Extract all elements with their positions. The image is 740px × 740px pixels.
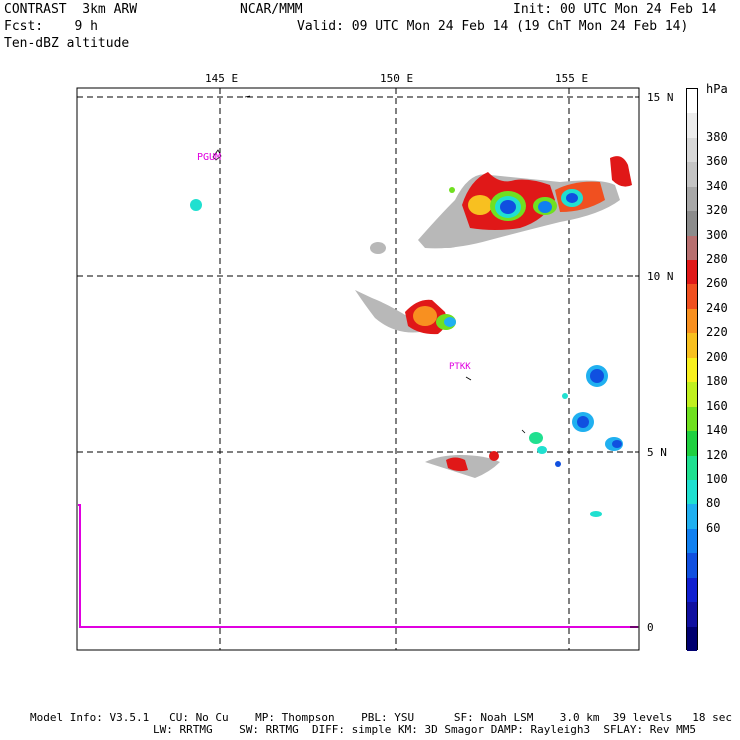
echo-convective: [190, 187, 623, 517]
colorbar-swatch: [687, 626, 697, 652]
colorbar-tick-label: 320: [706, 203, 728, 218]
colorbar-tick-label: 80: [706, 496, 721, 511]
colorbar: [686, 88, 698, 652]
frame-ticks: [219, 88, 639, 453]
lon-label-155: 155 E: [555, 72, 589, 85]
colorbar-swatch: [687, 89, 697, 114]
forecast-hour: Fcst: 9 h: [4, 19, 98, 34]
colorbar-swatch: [687, 235, 697, 261]
colorbar-swatch: [687, 455, 697, 481]
chuuk-coast: [465, 376, 472, 381]
lat-label-10: 10 N: [647, 270, 674, 283]
colorbar-swatch: [687, 186, 697, 212]
island-coast: [244, 95, 251, 98]
colorbar-tick-label: 380: [706, 129, 728, 144]
colorbar-tick-label: 280: [706, 252, 728, 267]
colorbar-swatch: [687, 162, 697, 188]
colorbar-swatch: [687, 528, 697, 554]
colorbar-swatch: [687, 577, 697, 603]
colorbar-swatch: [687, 113, 697, 139]
colorbar-tick-label: 200: [706, 349, 728, 364]
colorbar-swatch: [687, 553, 697, 579]
colorbar-tick-label: 140: [706, 423, 728, 438]
field-name: Ten-dBZ altitude: [4, 36, 130, 51]
center-name: NCAR/MMM: [240, 2, 303, 17]
colorbar-unit: hPa: [706, 82, 728, 96]
colorbar-tick-label: 220: [706, 325, 728, 340]
colorbar-swatch: [687, 479, 697, 505]
valid-time: Valid: 09 UTC Mon 24 Feb 14 (19 ChT Mon …: [297, 19, 689, 34]
lat-label-15: 15 N: [647, 91, 674, 104]
colorbar-swatch: [687, 382, 697, 408]
gridlines: [77, 88, 639, 650]
lat-label-5: 5 N: [647, 446, 667, 459]
colorbar-swatch: [687, 357, 697, 383]
model-title: CONTRAST 3km ARW: [4, 2, 138, 17]
colorbar-tick-label: 360: [706, 154, 728, 169]
colorbar-swatch: [687, 260, 697, 285]
colorbar-tick-label: 60: [706, 520, 721, 535]
colorbar-swatch: [687, 504, 697, 530]
colorbar-tick-label: 160: [706, 398, 728, 413]
footer-physics-info: LW: RRTMG SW: RRTMG DIFF: simple KM: 3D …: [153, 723, 697, 736]
station-ptkk-label: PTKK: [449, 362, 471, 372]
coastlines: [212, 95, 526, 434]
colorbar-swatch: [687, 284, 697, 310]
island-coast: [521, 429, 526, 434]
colorbar-tick-label: 180: [706, 374, 728, 389]
colorbar-tick-label: 100: [706, 471, 728, 486]
colorbar-swatch: [687, 211, 697, 237]
timeseries-zero-label: 0: [647, 621, 654, 634]
colorbar-tick-label: 240: [706, 300, 728, 315]
colorbar-swatch: [687, 137, 697, 163]
colorbar-tick-label: 340: [706, 178, 728, 193]
colorbar-tick-label: 260: [706, 276, 728, 291]
colorbar-tick-label: 300: [706, 227, 728, 242]
colorbar-swatch: [687, 406, 697, 432]
station-pgum-label: PGUM: [197, 152, 222, 163]
lon-label-145: 145 E: [205, 72, 239, 85]
map-frame: [76, 87, 640, 651]
colorbar-swatch: [687, 602, 697, 628]
colorbar-tick-label: 120: [706, 447, 728, 462]
colorbar-swatch: [687, 431, 697, 456]
guam-coast: [212, 149, 222, 161]
colorbar-swatch: [687, 333, 697, 359]
init-time: Init: 00 UTC Mon 24 Feb 14: [513, 2, 717, 17]
colorbar-swatch: [687, 308, 697, 334]
timeseries-line: [78, 504, 638, 628]
lon-label-150: 150 E: [380, 72, 414, 85]
footer-model-info: Model Info: V3.5.1 CU: No Cu MP: Thompso…: [30, 711, 732, 724]
